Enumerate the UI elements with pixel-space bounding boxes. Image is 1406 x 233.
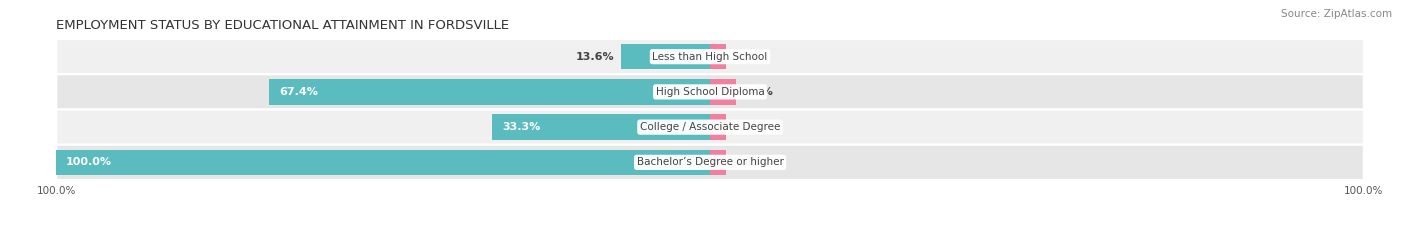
FancyBboxPatch shape <box>56 110 1364 145</box>
Text: 0.0%: 0.0% <box>733 157 763 167</box>
FancyBboxPatch shape <box>56 74 1364 110</box>
Text: High School Diploma: High School Diploma <box>655 87 765 97</box>
Text: Source: ZipAtlas.com: Source: ZipAtlas.com <box>1281 9 1392 19</box>
Text: 13.6%: 13.6% <box>576 52 614 62</box>
Text: 0.0%: 0.0% <box>733 52 763 62</box>
Text: Bachelor’s Degree or higher: Bachelor’s Degree or higher <box>637 157 783 167</box>
Bar <box>56 150 710 175</box>
FancyBboxPatch shape <box>56 39 1364 74</box>
Text: 3.4%: 3.4% <box>742 87 773 97</box>
Text: 0.0%: 0.0% <box>733 122 763 132</box>
Text: 100.0%: 100.0% <box>66 157 112 167</box>
Bar <box>621 44 710 69</box>
Bar <box>710 114 727 140</box>
Bar <box>710 79 737 105</box>
FancyBboxPatch shape <box>56 145 1364 180</box>
Legend: In Labor Force, Unemployed: In Labor Force, Unemployed <box>605 229 815 233</box>
Bar <box>270 79 710 105</box>
Bar <box>710 44 727 69</box>
Text: 33.3%: 33.3% <box>502 122 540 132</box>
Bar <box>492 114 710 140</box>
Text: Less than High School: Less than High School <box>652 52 768 62</box>
Text: 67.4%: 67.4% <box>280 87 318 97</box>
Bar <box>710 150 727 175</box>
Text: EMPLOYMENT STATUS BY EDUCATIONAL ATTAINMENT IN FORDSVILLE: EMPLOYMENT STATUS BY EDUCATIONAL ATTAINM… <box>56 18 509 31</box>
Text: College / Associate Degree: College / Associate Degree <box>640 122 780 132</box>
